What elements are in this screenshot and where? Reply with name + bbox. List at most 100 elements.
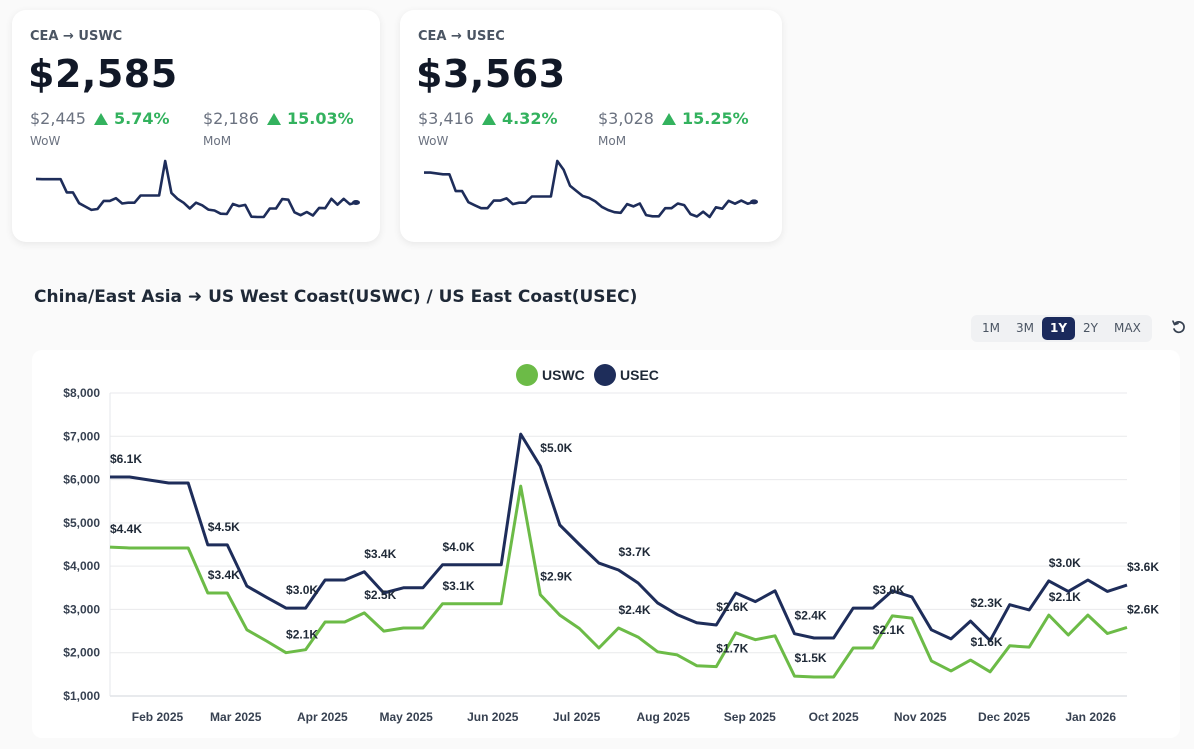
mom-prev-value: $3,028: [598, 109, 654, 128]
mom-label: MoM: [598, 134, 627, 148]
legend: USWC USEC: [516, 364, 659, 386]
y-tick-label: $4,000: [63, 559, 100, 573]
range-button-1m[interactable]: 1M: [982, 321, 1000, 335]
x-tick-label: Dec 2025: [978, 710, 1030, 724]
sparkline-endpoint: [750, 199, 758, 205]
data-label-uswc: $3.4K: [208, 568, 240, 582]
section-title: China/East Asia ➜ US West Coast(USWC) / …: [34, 287, 638, 307]
data-label-uswc: $2.1K: [1049, 590, 1081, 604]
wow-change: 5.74%: [93, 109, 170, 128]
y-tick-label: $1,000: [63, 689, 100, 703]
data-label-uswc: $1.7K: [716, 642, 748, 656]
sparkline-uswc: [35, 159, 360, 219]
grid: [109, 392, 1127, 697]
data-label-usec: $3.4K: [364, 547, 396, 561]
data-label-usec: $4.0K: [442, 540, 474, 554]
series-line-uswc[interactable]: [109, 484, 1128, 679]
mom-prev-value: $2,186: [203, 109, 259, 128]
chart-card: $1,000 $2,000 $3,000 $4,000 $5,000 $6,000 $7,0…: [32, 350, 1180, 738]
mom-change-value: 15.25%: [681, 109, 749, 128]
data-label-usec: $3.0K: [286, 583, 318, 597]
range-button-1y[interactable]: 1Y: [1042, 317, 1076, 340]
x-tick-label: Jul 2025: [553, 710, 601, 724]
data-label-uswc: $2.9K: [540, 570, 572, 584]
data-labels: $4.4K $3.4K $2.1K $2.5K $3.1K $2.9K $2.4K $1.7K…: [110, 441, 1159, 665]
range-button-3m[interactable]: 3M: [1016, 321, 1034, 335]
data-label-uswc: $2.1K: [286, 628, 318, 642]
wow-change-value: 4.32%: [501, 109, 558, 128]
data-label-uswc: $1.5K: [795, 651, 827, 665]
data-label-uswc: $2.5K: [364, 588, 396, 602]
data-label-usec: $3.7K: [619, 545, 651, 559]
data-label-usec: $2.4K: [795, 609, 827, 623]
y-tick-label: $8,000: [63, 386, 100, 400]
range-selector: 1M 3M 1Y 2Y MAX: [971, 315, 1152, 342]
reset-zoom-icon[interactable]: [1170, 318, 1188, 336]
x-tick-label: Aug 2025: [637, 710, 691, 724]
mom-stat: $2,186 15.03% MoM: [203, 109, 354, 148]
wow-stat: $3,416 4.32% WoW: [418, 109, 558, 148]
data-label-uswc: $4.4K: [110, 522, 142, 536]
series-line-usec[interactable]: [110, 432, 1128, 643]
wow-label: WoW: [418, 134, 449, 148]
data-label-usec: $2.6K: [716, 600, 748, 614]
sparkline-endpoint: [352, 200, 360, 205]
legend-swatch-usec[interactable]: [594, 364, 616, 386]
data-label-usec: $3.0K: [1049, 556, 1081, 570]
wow-change-value: 5.74%: [113, 109, 170, 128]
mom-change-value: 15.03%: [286, 109, 354, 128]
y-tick-label: $3,000: [63, 602, 100, 616]
x-tick-label: Mar 2025: [210, 710, 262, 724]
x-axis: Feb 2025 Mar 2025 Apr 2025 May 2025 Jun 2025…: [132, 710, 1117, 724]
sparkline-path: [35, 159, 357, 219]
wow-prev-value: $3,416: [418, 109, 474, 128]
data-label-uswc: $2.6K: [1127, 602, 1159, 616]
x-tick-label: Jan 2026: [1065, 710, 1116, 724]
x-tick-label: Jun 2025: [467, 710, 519, 724]
range-button-2y[interactable]: 2Y: [1083, 321, 1099, 335]
data-label-usec: $3.6K: [1127, 560, 1159, 574]
wow-label: WoW: [30, 134, 61, 148]
kpi-card-uswc: CEA → USWC $2,585 $2,445 5.74% WoW $2,186…: [12, 10, 380, 242]
sparkline-usec: [424, 159, 758, 219]
y-axis: $1,000 $2,000 $3,000 $4,000 $5,000 $6,000 $7,0…: [63, 386, 100, 703]
current-price: $2,585: [28, 52, 178, 96]
x-tick-label: Feb 2025: [132, 710, 184, 724]
data-label-uswc: $2.4K: [619, 603, 651, 617]
x-tick-label: Sep 2025: [724, 710, 776, 724]
legend-label-usec[interactable]: USEC: [620, 367, 659, 383]
data-label-usec: $3.0K: [873, 583, 905, 597]
mom-label: MoM: [203, 134, 232, 148]
wow-change: 4.32%: [481, 109, 558, 128]
up-arrow-icon: [481, 113, 496, 125]
route-label: CEA → USEC: [418, 29, 505, 44]
y-tick-label: $5,000: [63, 516, 100, 530]
line-chart[interactable]: $1,000 $2,000 $3,000 $4,000 $5,000 $6,000 $7,0…: [32, 350, 1180, 738]
data-label-usec: $4.5K: [208, 520, 240, 534]
mom-stat: $3,028 15.25% MoM: [598, 109, 749, 148]
route-label: CEA → USWC: [30, 29, 123, 44]
y-tick-label: $6,000: [63, 473, 100, 487]
mom-change: 15.25%: [661, 109, 749, 128]
wow-prev-value: $2,445: [30, 109, 86, 128]
data-label-uswc: $1.6K: [971, 635, 1003, 649]
data-label-usec: $6.1K: [110, 452, 142, 466]
up-arrow-icon: [661, 113, 676, 125]
range-button-max[interactable]: MAX: [1114, 321, 1141, 335]
data-label-usec: $5.0K: [540, 441, 572, 455]
data-label-uswc: $3.1K: [442, 579, 474, 593]
sparkline-path: [424, 159, 755, 219]
x-tick-label: Apr 2025: [297, 710, 348, 724]
series: [109, 432, 1128, 679]
x-tick-label: May 2025: [379, 710, 433, 724]
kpi-card-usec: CEA → USEC $3,563 $3,416 4.32% WoW $3,028…: [400, 10, 782, 242]
y-tick-label: $2,000: [63, 646, 100, 660]
legend-swatch-uswc[interactable]: [516, 364, 538, 386]
up-arrow-icon: [93, 113, 108, 125]
x-tick-label: Oct 2025: [809, 710, 859, 724]
x-tick-label: Nov 2025: [894, 710, 947, 724]
mom-change: 15.03%: [266, 109, 354, 128]
wow-stat: $2,445 5.74% WoW: [30, 109, 170, 148]
current-price: $3,563: [416, 52, 566, 96]
legend-label-uswc[interactable]: USWC: [542, 367, 585, 383]
